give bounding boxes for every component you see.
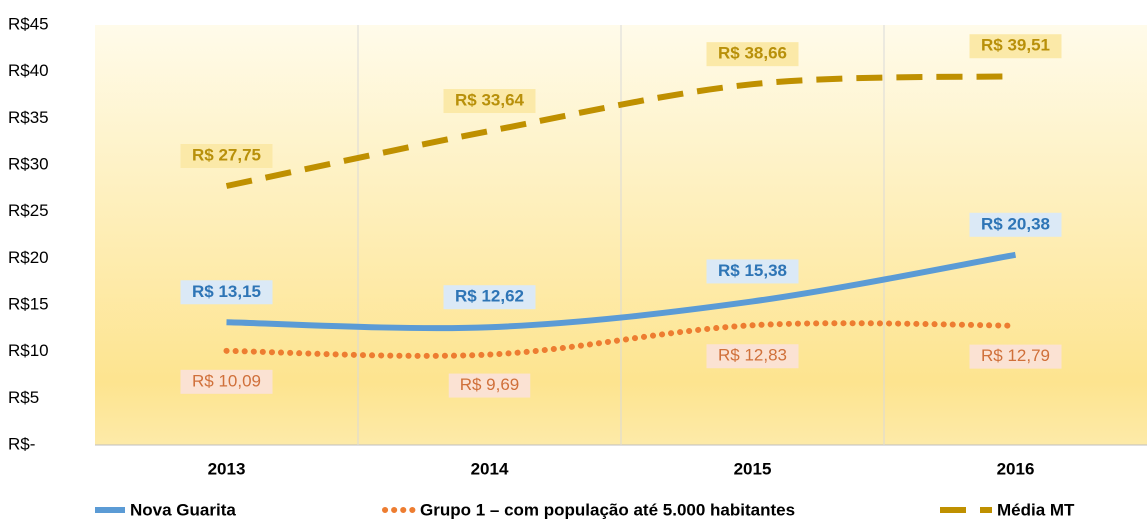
- value-label: R$ 10,09: [192, 371, 261, 390]
- value-label: R$ 33,64: [455, 91, 525, 110]
- value-label-bg: [448, 373, 531, 398]
- value-label-bg: [706, 42, 799, 67]
- value-label: R$ 9,69: [460, 375, 520, 394]
- y-tick-label: R$30: [8, 154, 49, 173]
- value-label-bg: [443, 89, 536, 114]
- value-label-bg: [969, 34, 1062, 59]
- legend-label: Média MT: [997, 500, 1075, 519]
- value-label: R$ 39,51: [981, 36, 1050, 55]
- x-tick-label: 2013: [208, 459, 246, 478]
- value-label-bg: [180, 280, 273, 305]
- value-label-bg: [706, 344, 799, 369]
- value-label: R$ 38,66: [718, 44, 787, 63]
- y-tick-label: R$10: [8, 341, 49, 360]
- y-tick-label: R$5: [8, 388, 39, 407]
- value-label: R$ 20,38: [981, 214, 1050, 233]
- value-label-bg: [180, 144, 273, 168]
- y-tick-label: R$20: [8, 248, 49, 267]
- value-label: R$ 27,75: [192, 145, 261, 164]
- x-tick-label: 2014: [471, 459, 509, 478]
- y-tick-label: R$-: [8, 434, 35, 453]
- value-label: R$ 12,83: [718, 346, 787, 365]
- y-tick-label: R$35: [8, 108, 49, 127]
- legend-label: Grupo 1 – com população até 5.000 habita…: [420, 500, 795, 519]
- y-tick-label: R$40: [8, 61, 49, 80]
- y-tick-label: R$45: [8, 14, 49, 33]
- series-line: [223, 320, 1019, 359]
- value-label: R$ 13,15: [192, 282, 261, 301]
- y-tick-label: R$15: [8, 294, 49, 313]
- value-label-bg: [969, 344, 1062, 369]
- y-tick-label: R$25: [8, 201, 49, 220]
- value-label-bg: [180, 369, 273, 394]
- series-line: [226, 251, 1017, 332]
- value-label: R$ 15,38: [718, 261, 787, 280]
- value-label-bg: [443, 285, 536, 310]
- value-label-bg: [969, 212, 1062, 237]
- x-tick-label: 2015: [734, 459, 772, 478]
- value-label: R$ 12,62: [455, 287, 524, 306]
- value-label: R$ 12,79: [981, 346, 1050, 365]
- value-label-bg: [706, 259, 799, 284]
- legend-label: Nova Guarita: [130, 500, 236, 519]
- x-tick-label: 2016: [997, 459, 1035, 478]
- series-line: [225, 73, 1016, 189]
